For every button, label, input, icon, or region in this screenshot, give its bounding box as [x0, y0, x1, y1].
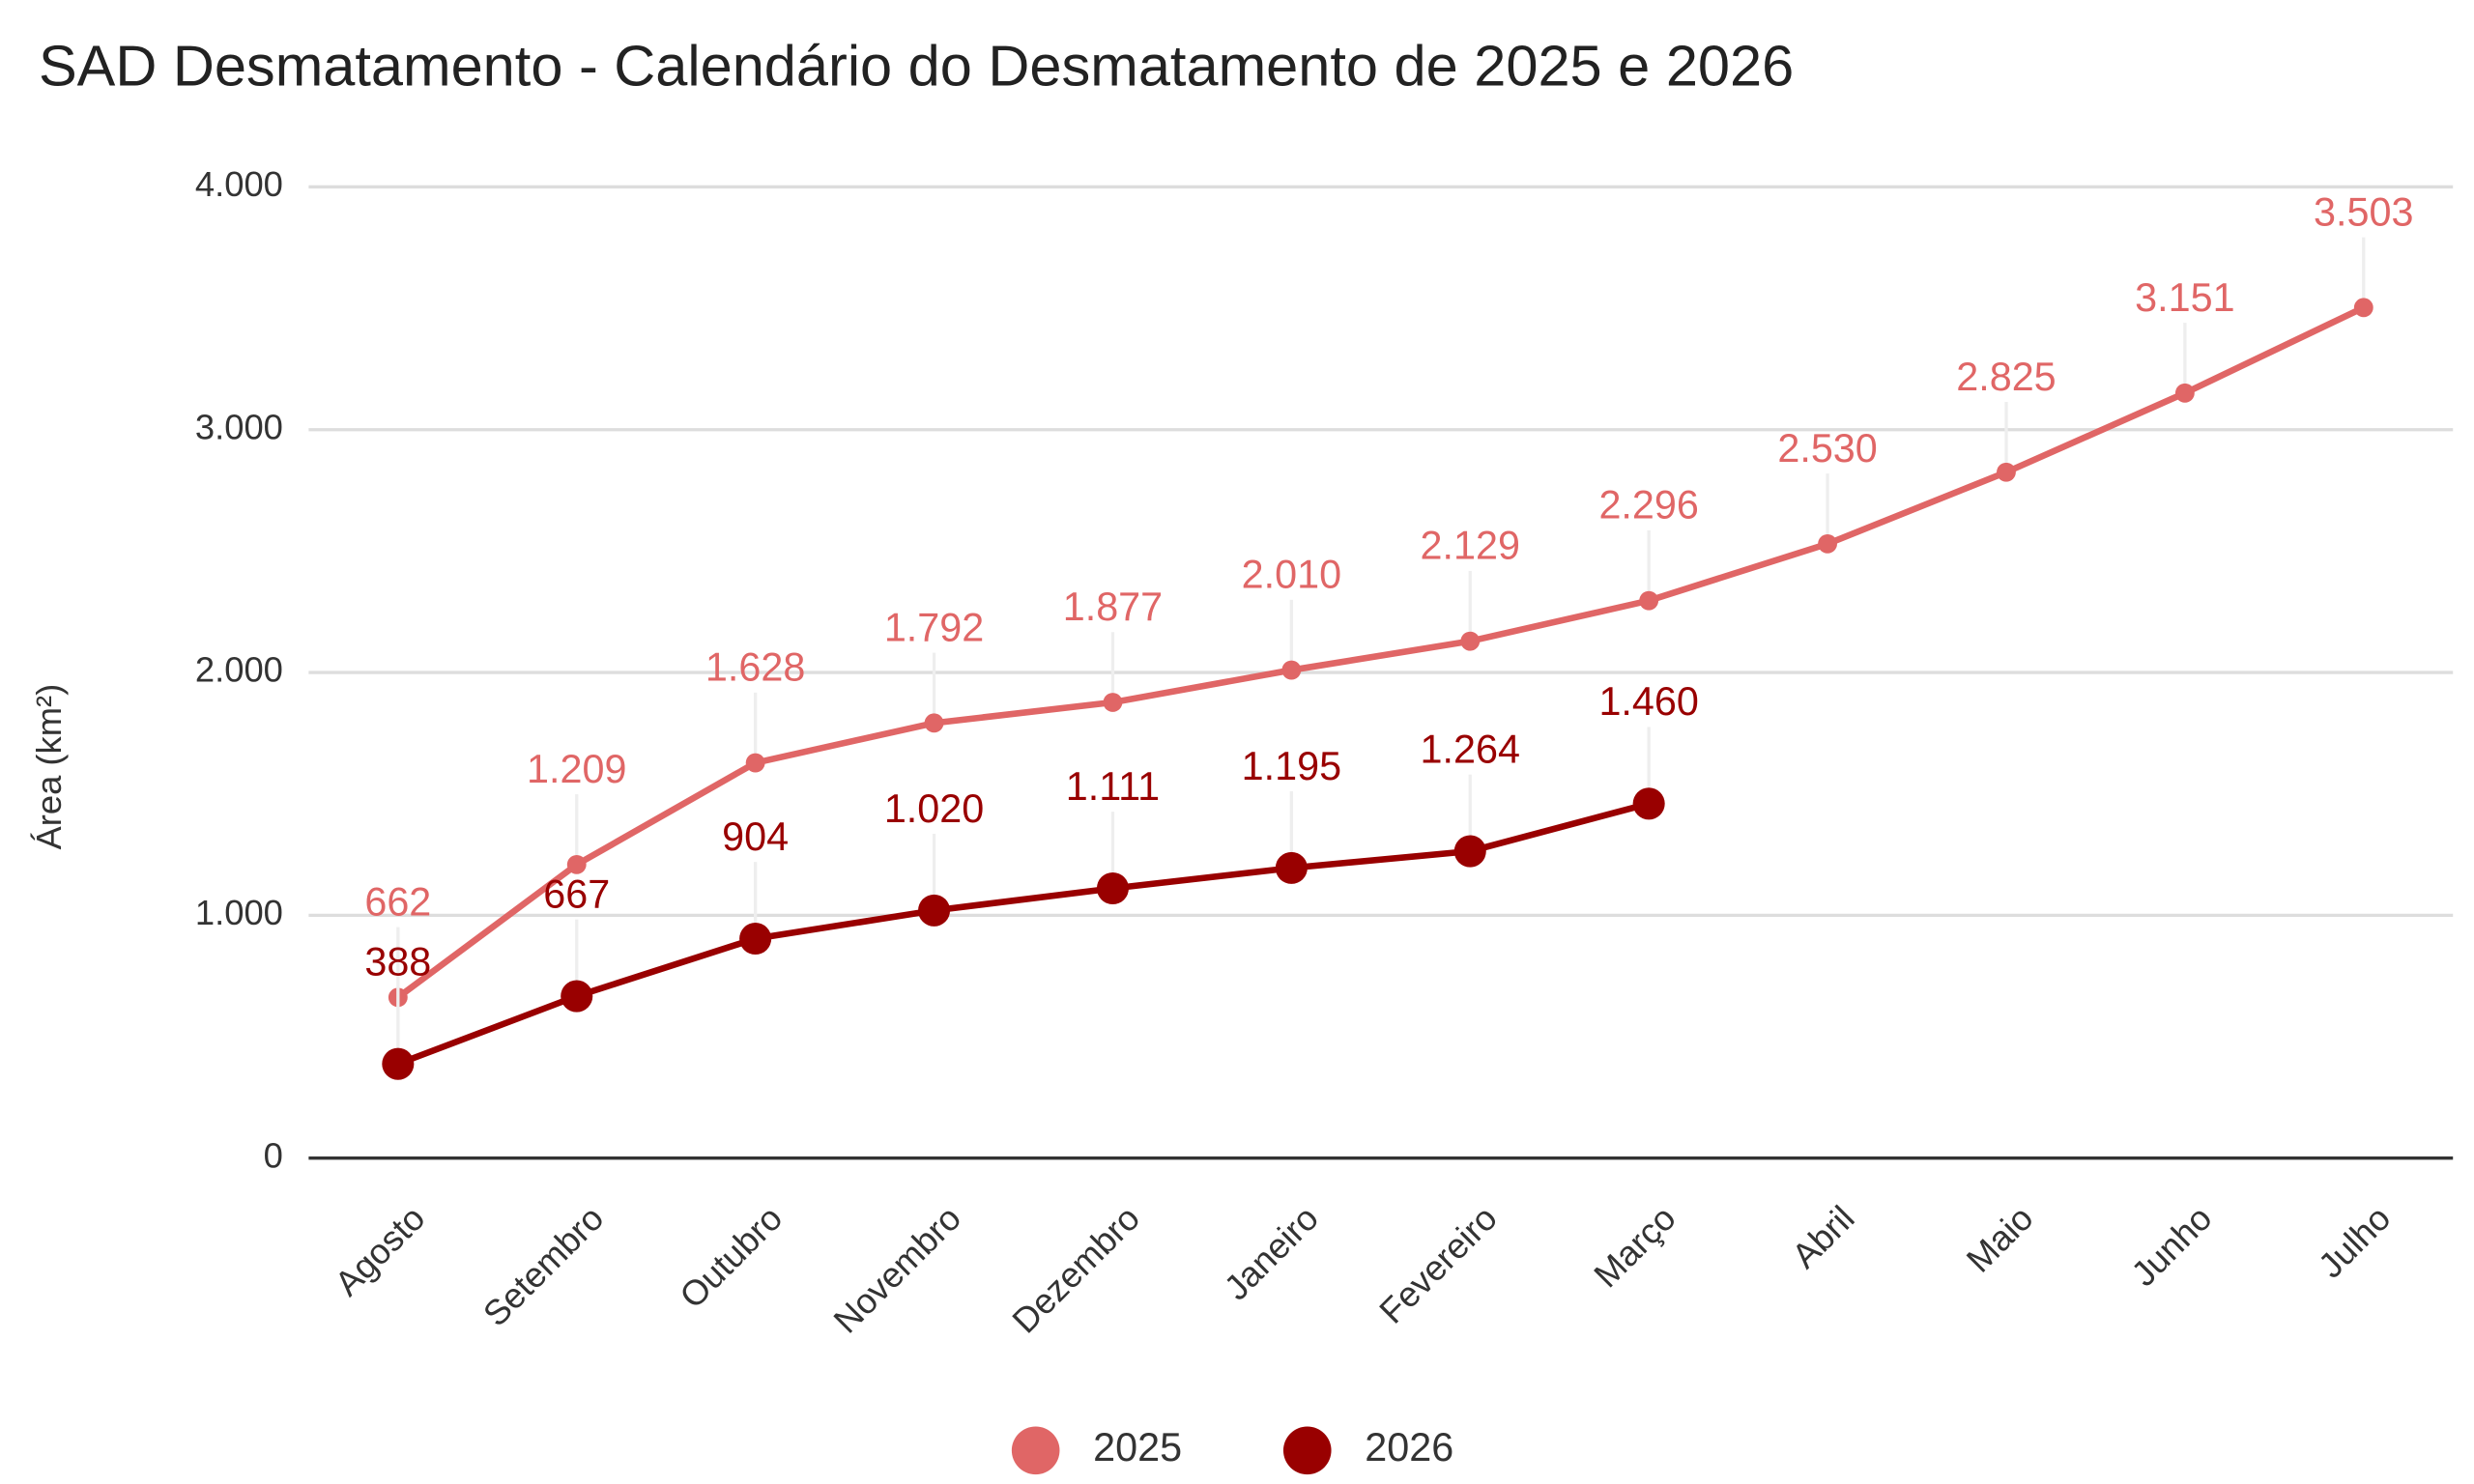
data-point	[918, 894, 951, 927]
data-label: 1.628	[705, 645, 805, 690]
y-tick-label: 4.000	[195, 164, 283, 204]
series-line	[395, 304, 2366, 1000]
data-label: 1.460	[1598, 679, 1698, 724]
data-label: 662	[364, 879, 431, 924]
data-point	[2174, 383, 2195, 403]
data-label: 2.296	[1598, 483, 1698, 528]
legend-marker	[1282, 1426, 1332, 1475]
data-point	[1997, 462, 2016, 482]
data-label: 904	[722, 814, 789, 859]
data-label: 1.877	[1063, 585, 1163, 629]
data-point	[924, 713, 944, 733]
data-point	[1639, 590, 1659, 611]
data-label: 1.792	[884, 605, 984, 649]
data-point	[1103, 693, 1123, 712]
data-label: 1.020	[884, 786, 984, 831]
data-point	[382, 1047, 415, 1080]
y-tick-label: 0	[264, 1135, 283, 1175]
data-label: 2.010	[1242, 553, 1341, 597]
data-label: 1.195	[1242, 744, 1341, 788]
series-line	[396, 800, 1651, 1068]
legend-label: 2026	[1365, 1425, 1453, 1470]
data-label: 1.264	[1421, 727, 1520, 771]
chart-title: SAD Desmatamento - Calendário do Desmata…	[39, 33, 1794, 98]
data-point	[1632, 787, 1665, 820]
data-label: 3.151	[2135, 275, 2234, 320]
data-label: 1.209	[527, 747, 626, 791]
data-label: 1.111	[1066, 764, 1160, 809]
data-point	[739, 922, 772, 956]
data-label: 2.825	[1956, 355, 2056, 399]
y-axis-label: Área (km²)	[29, 684, 69, 850]
y-tick-label: 1.000	[195, 893, 283, 932]
data-label: 388	[364, 940, 431, 985]
y-tick-label: 2.000	[195, 650, 283, 690]
data-label: 2.530	[1777, 426, 1877, 471]
data-point	[2353, 298, 2373, 318]
y-tick-label: 3.000	[195, 407, 283, 446]
data-point	[1453, 835, 1486, 868]
data-label: 667	[543, 871, 610, 916]
data-point	[1275, 851, 1308, 884]
data-point	[1818, 533, 1837, 554]
data-point	[1096, 871, 1129, 905]
data-label: 3.503	[2314, 189, 2413, 234]
legend-marker	[1011, 1426, 1060, 1475]
data-point	[1460, 631, 1481, 651]
data-point	[745, 753, 765, 773]
legend-label: 2025	[1093, 1425, 1182, 1470]
data-label: 2.129	[1421, 524, 1520, 568]
data-point	[1281, 660, 1302, 680]
data-point	[561, 980, 593, 1013]
data-point	[566, 854, 587, 874]
